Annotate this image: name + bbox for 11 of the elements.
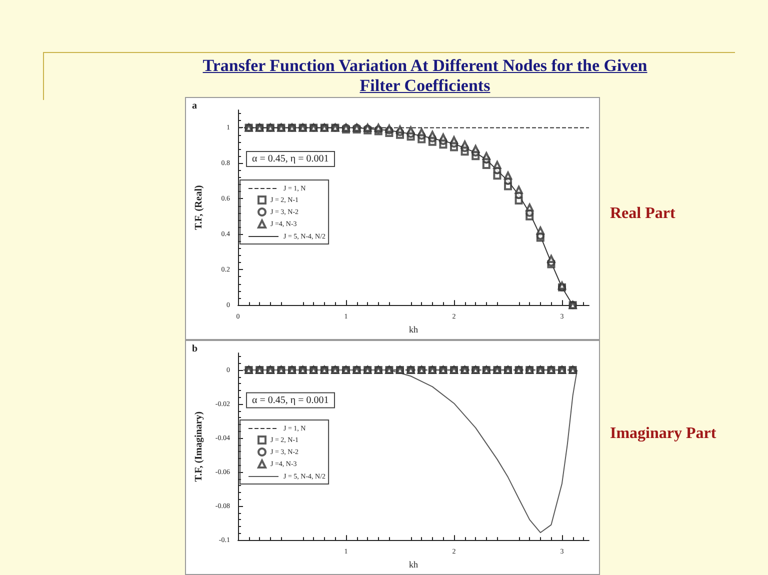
legend-title: α = 0.45, η = 0.001 [252, 394, 329, 406]
text: Real Part [610, 205, 676, 223]
y-axis-title: T.F, (Real) [194, 185, 204, 230]
text: b [192, 344, 198, 354]
legend-title: α = 0.45, η = 0.001 [252, 154, 329, 165]
text: a [192, 100, 197, 112]
text: Imaginary Part [610, 425, 716, 443]
y-axis-title: T.F, (Imaginary) [194, 411, 204, 482]
x-axis-title: kh [409, 324, 418, 334]
chart-title: Transfer Function Variation At Different Nodes for the Given Filter Coefficients [202, 56, 648, 96]
x-axis-title: kh [409, 560, 418, 570]
